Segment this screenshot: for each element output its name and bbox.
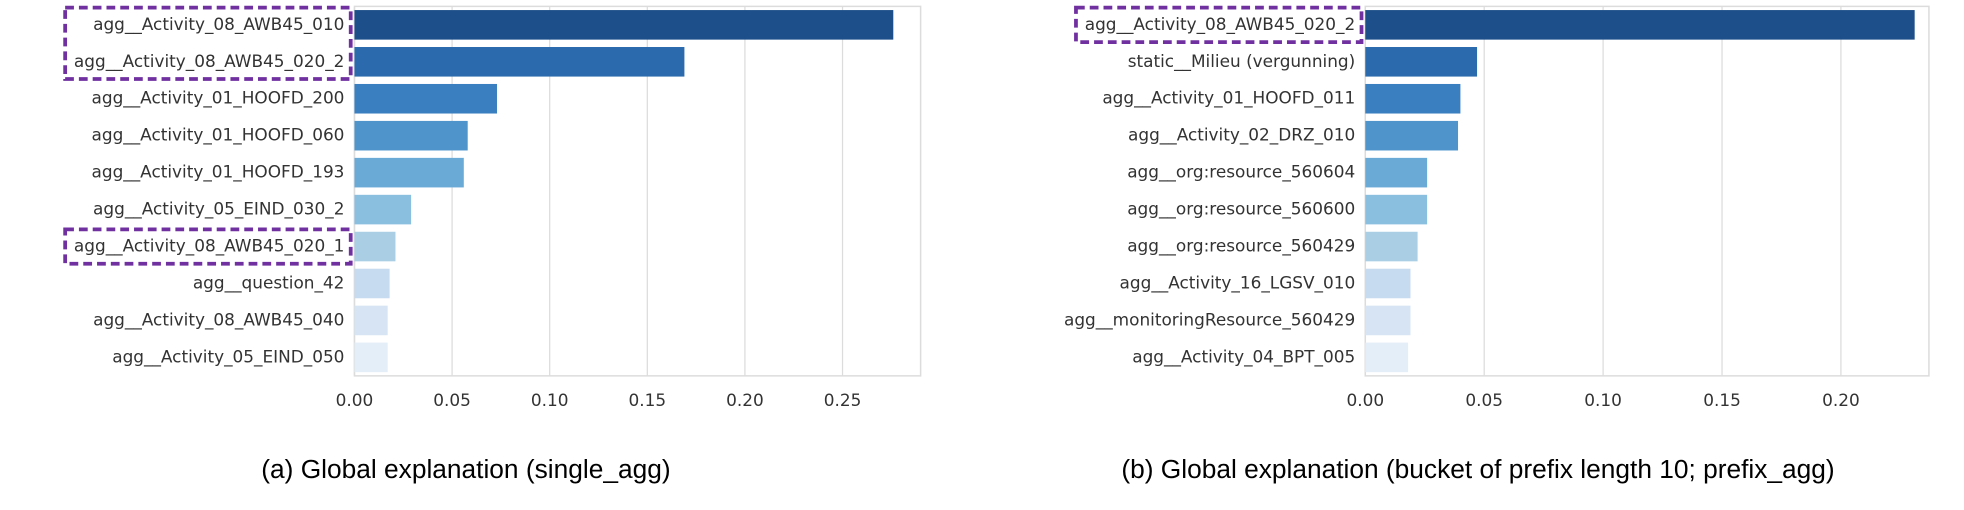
highlight-box xyxy=(1074,5,1364,44)
bar xyxy=(354,342,388,373)
x-tick-label: 0.05 xyxy=(433,390,471,410)
bar xyxy=(354,268,390,299)
bar xyxy=(354,157,464,188)
bar xyxy=(1365,194,1428,225)
y-tick-label: agg__Activity_08_AWB45_020_2 xyxy=(1085,14,1356,35)
highlight-box xyxy=(63,5,353,81)
y-tick-label: agg__question_42 xyxy=(193,272,345,293)
bar xyxy=(1365,83,1461,114)
bar xyxy=(354,231,396,262)
y-tick-label: agg__Activity_02_DRZ_010 xyxy=(1128,125,1355,146)
highlight-box xyxy=(63,227,353,266)
y-tick-label: agg__Activity_01_HOOFD_060 xyxy=(92,125,345,146)
x-tick-label: 0.20 xyxy=(1822,390,1860,410)
bar xyxy=(354,120,468,151)
caption: (a) Global explanation (single_agg) xyxy=(261,454,670,484)
bar xyxy=(354,10,894,40)
y-tick-label: agg__org:resource_560429 xyxy=(1127,236,1355,257)
x-tick-label: 0.05 xyxy=(1465,390,1503,410)
y-tick-label: agg__Activity_01_HOOFD_011 xyxy=(1102,88,1355,109)
y-tick-label: agg__Activity_16_LGSV_010 xyxy=(1120,272,1356,293)
caption: (b) Global explanation (bucket of prefix… xyxy=(1121,454,1834,484)
y-tick-label: agg__Activity_08_AWB45_020_2 xyxy=(74,51,345,72)
x-tick-label: 0.15 xyxy=(629,390,667,410)
bar xyxy=(1365,10,1915,40)
y-tick-label: static__Milieu (vergunning) xyxy=(1128,51,1356,72)
x-tick-label: 0.00 xyxy=(336,390,374,410)
y-tick-label: agg__Activity_05_EIND_050 xyxy=(112,346,344,367)
y-tick-label: agg__Activity_05_EIND_030_2 xyxy=(93,199,344,220)
x-tick-label: 0.00 xyxy=(1346,390,1384,410)
y-tick-label: agg__org:resource_560604 xyxy=(1127,162,1355,183)
bar xyxy=(1365,305,1411,336)
bar xyxy=(1365,342,1409,373)
y-tick-label: agg__monitoringResource_560429 xyxy=(1064,309,1355,330)
bar xyxy=(354,83,497,114)
x-tick-label: 0.20 xyxy=(726,390,764,410)
x-tick-label: 0.10 xyxy=(1584,390,1622,410)
y-tick-label: agg__Activity_08_AWB45_010 xyxy=(93,14,344,35)
bar xyxy=(354,47,685,77)
bar xyxy=(1365,47,1478,77)
bar xyxy=(1365,268,1411,299)
bar xyxy=(1365,157,1428,188)
plot-frame xyxy=(1364,5,1930,377)
bar xyxy=(354,194,412,225)
y-tick-label: agg__org:resource_560600 xyxy=(1127,199,1355,220)
y-tick-label: agg__Activity_01_HOOFD_200 xyxy=(92,88,345,109)
y-tick-label: agg__Activity_08_AWB45_040 xyxy=(93,309,344,330)
x-tick-label: 0.10 xyxy=(531,390,569,410)
y-tick-label: agg__Activity_04_BPT_005 xyxy=(1132,346,1355,367)
bar xyxy=(1365,231,1418,262)
x-tick-label: 0.25 xyxy=(824,390,862,410)
bar xyxy=(354,305,388,336)
y-tick-label: agg__Activity_01_HOOFD_193 xyxy=(92,162,345,183)
x-tick-label: 0.15 xyxy=(1703,390,1741,410)
plot-frame xyxy=(353,5,922,377)
y-tick-label: agg__Activity_08_AWB45_020_1 xyxy=(74,236,345,257)
bar xyxy=(1365,120,1459,151)
